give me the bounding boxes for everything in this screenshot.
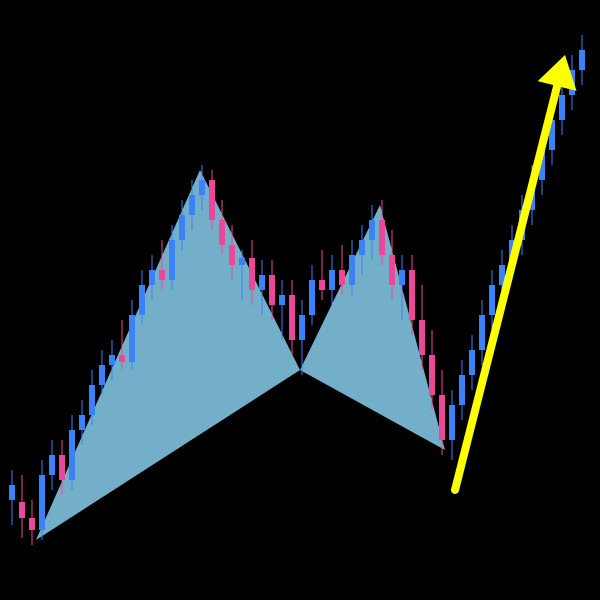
candle-body	[389, 255, 395, 285]
candle-body	[189, 195, 195, 215]
candle-body	[9, 485, 15, 500]
candle-body	[559, 95, 565, 120]
candle-body	[429, 355, 435, 395]
candle-body	[159, 270, 165, 280]
candle-body	[79, 415, 85, 430]
candle-body	[219, 220, 225, 245]
candle-body	[579, 50, 585, 70]
candle-body	[339, 270, 345, 285]
candle-body	[319, 280, 325, 290]
candle-body	[479, 315, 485, 350]
candle-body	[69, 430, 75, 480]
candle-body	[209, 180, 215, 220]
candle-body	[329, 270, 335, 290]
candle-body	[449, 405, 455, 440]
candle-body	[269, 275, 275, 305]
candle-body	[109, 355, 115, 365]
candle-body	[139, 285, 145, 315]
harmonic-pattern-chart	[0, 0, 600, 600]
candle-body	[149, 270, 155, 285]
candle-body	[469, 350, 475, 375]
candle-body	[199, 180, 205, 195]
chart-background	[0, 0, 600, 600]
candle-body	[459, 375, 465, 405]
candle-body	[229, 245, 235, 265]
candle-body	[169, 240, 175, 280]
candle-body	[309, 280, 315, 315]
candle-body	[19, 502, 25, 518]
candle-body	[249, 258, 255, 290]
candle-body	[289, 295, 295, 340]
candle-body	[379, 220, 385, 255]
candle-body	[49, 455, 55, 475]
candle-body	[299, 315, 305, 340]
candle-body	[259, 275, 265, 290]
candle-body	[419, 320, 425, 355]
candle-body	[59, 455, 65, 480]
candle-body	[89, 385, 95, 415]
candle-body	[399, 270, 405, 285]
candle-body	[99, 365, 105, 385]
candle-body	[39, 475, 45, 530]
candle-body	[29, 518, 35, 530]
candle-body	[239, 258, 245, 265]
candle-body	[359, 240, 365, 255]
candle-body	[179, 215, 185, 240]
candle-body	[409, 270, 415, 320]
candle-body	[129, 315, 135, 362]
candle-body	[119, 355, 125, 362]
candle-body	[349, 255, 355, 285]
candle-body	[439, 395, 445, 440]
candle-body	[489, 285, 495, 315]
candle-body	[279, 295, 285, 305]
candle-body	[369, 220, 375, 240]
